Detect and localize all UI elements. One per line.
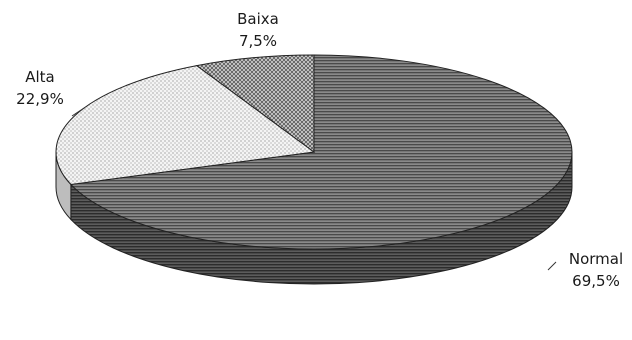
data-label-normal-value: 69,5% (572, 272, 620, 290)
data-label-baixa-name: Baixa (237, 10, 279, 28)
pie-labels: Normal 69,5% Alta 22,9% Baixa 7,5% (16, 10, 623, 290)
leader-line-normal (547, 261, 557, 271)
pie-slice-normal (69, 54, 573, 250)
pie-slice-baixa (195, 54, 315, 153)
leader-line-alta (71, 107, 85, 117)
data-label-baixa-value: 7,5% (239, 32, 277, 50)
pie-slice-alta (55, 65, 316, 185)
data-label-normal-name: Normal (569, 250, 623, 268)
data-label-alta-value: 22,9% (16, 90, 64, 108)
data-label-alta-name: Alta (25, 68, 55, 86)
pie-top-faces (55, 54, 573, 250)
